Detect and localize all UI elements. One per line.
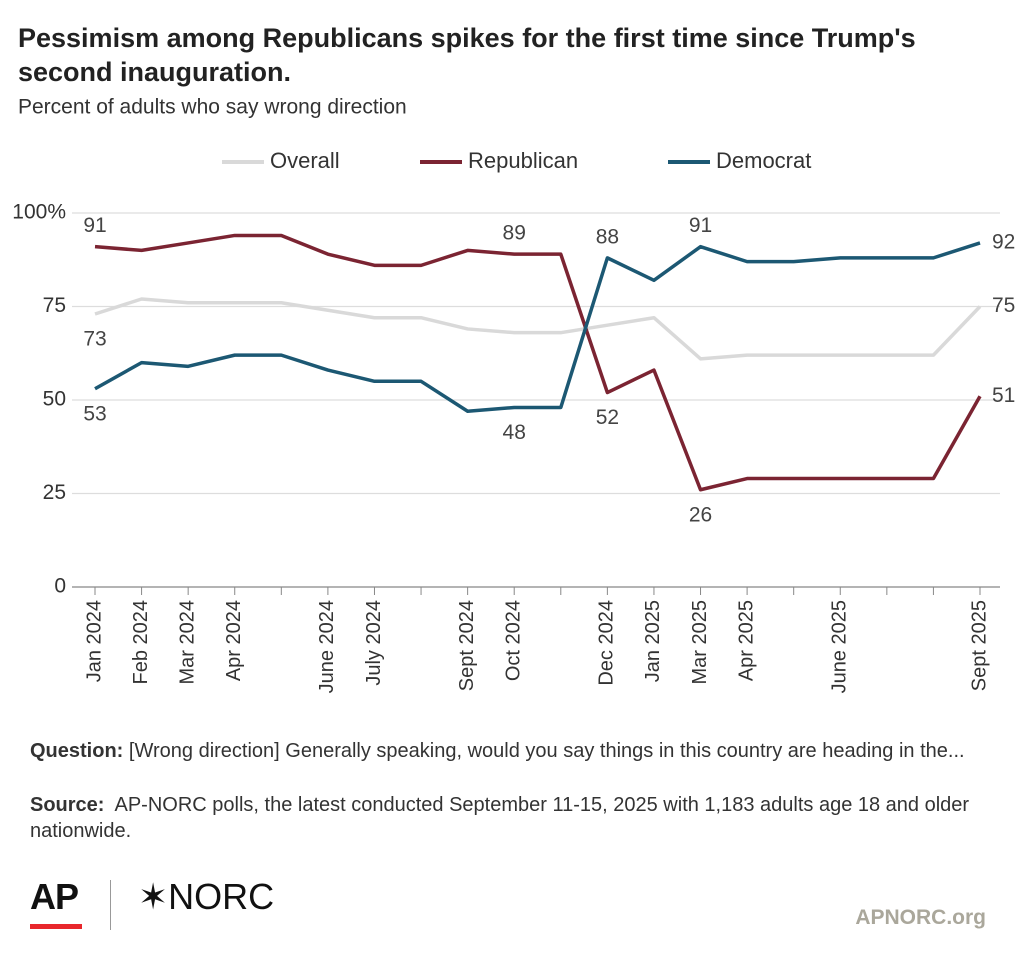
x-tick-label: Mar 2024 [176,600,198,685]
logo-norc-text: NORC [168,876,275,917]
series-line [94,233,982,492]
data-label: 51 [992,384,1015,407]
y-tick-label: 0 [54,575,66,598]
x-tick-label: June 2025 [829,600,851,693]
data-label: 73 [83,328,106,351]
source-label: Source: [30,794,105,816]
chart-subtitle: Percent of adults who say wrong directio… [18,96,407,119]
logo-ap-bar [30,924,82,929]
source-text: AP-NORC polls, the latest conducted Sept… [30,794,970,842]
site: APNORC.org [855,906,986,929]
data-label: 75 [992,294,1015,317]
x-tick-label: July 2024 [363,600,385,686]
x-tick-label: Apr 2024 [223,600,245,681]
logo-divider [110,880,111,930]
x-tick-label: Apr 2025 [735,600,757,681]
title-line: second inauguration. [18,57,291,87]
y-tick-label: 50 [43,388,66,411]
legend-label: Overall [270,148,340,173]
x-tick-label: Oct 2024 [502,600,524,681]
title-line: Pessimism among Republicans spikes for t… [18,23,916,53]
x-tick-label: Feb 2024 [130,600,152,685]
x-tick-label: June 2024 [316,600,338,693]
question-label: Question: [30,740,124,762]
question-text: [Wrong direction] Generally speaking, wo… [128,740,965,762]
x-tick-label: Jan 2025 [642,600,664,682]
data-label: 88 [596,225,619,248]
data-label: 26 [689,503,712,526]
x-tick-label: Sept 2025 [968,600,990,691]
source: Source: AP-NORC polls, the latest conduc… [30,792,1005,844]
x-tick-label: Jan 2024 [83,600,105,682]
data-label: 91 [83,214,106,237]
logo-ap: AP [30,876,79,917]
data-label: 48 [503,421,526,444]
data-label: 53 [83,402,106,425]
data-label: 89 [503,222,526,245]
legend-label: Republican [468,148,578,173]
data-label: 91 [689,214,712,237]
legend-label: Democrat [716,148,811,173]
x-tick-label: Dec 2024 [596,600,618,686]
y-tick-label: 25 [43,481,66,504]
question: Question: [Wrong direction] Generally sp… [30,738,1005,764]
logo-norc: ✶NORC [138,876,275,917]
data-label: 52 [596,406,619,429]
x-tick-label: Sept 2024 [456,600,478,691]
series-line [94,241,981,413]
series-line [94,297,982,361]
data-label: 92 [992,230,1015,253]
chart-title: Pessimism among Republicans spikes for t… [18,23,916,87]
y-tick-label: 75 [43,294,66,317]
chart: Pessimism among Republicans spikes for t… [12,23,1015,693]
y-tick-label: 100% [12,201,66,224]
x-tick-label: Mar 2025 [689,600,711,685]
